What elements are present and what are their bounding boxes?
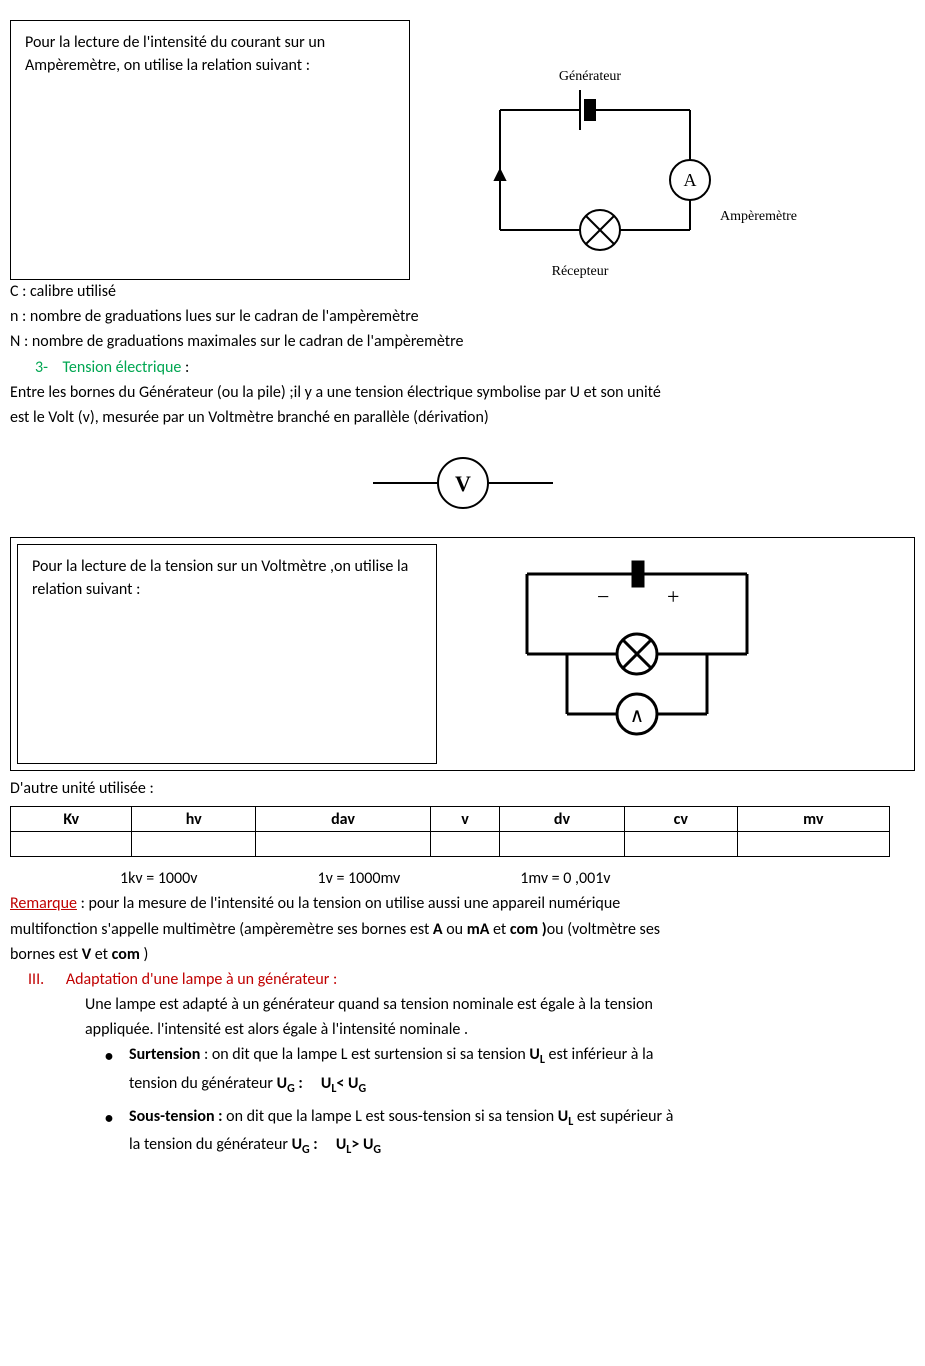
- sous-tension-term: Sous-tension :: [129, 1107, 223, 1126]
- voltmeter-circuit-diagram: − + ∧: [467, 544, 827, 764]
- units-empty-row: [11, 832, 890, 857]
- conversion-2: 1v = 1000mv: [317, 869, 400, 888]
- bold-mA: mA: [467, 920, 490, 939]
- ammeter-letter: A: [684, 170, 697, 190]
- voltmeter-symbol-diagram: V: [363, 443, 563, 523]
- units-header-row: Kv hv dav v dv cv mv: [11, 807, 890, 832]
- conversion-3: 1mv = 0 ,001v: [520, 869, 610, 888]
- heading-colon: :: [185, 358, 189, 377]
- intensity-reading-box: Pour la lecture de l'intensité du couran…: [10, 20, 410, 280]
- tension-para-line2: est le Volt (v), mesurée par un Voltmètr…: [10, 406, 915, 429]
- generator-label: Générateur: [559, 69, 622, 84]
- bold-A: A: [433, 920, 443, 939]
- voltmeter-letter: V: [455, 471, 471, 496]
- bullet-surtension: • Surtension : on dit que la lampe L est…: [105, 1043, 915, 1100]
- definition-c: C : calibre utilisé: [10, 280, 915, 303]
- remarque-line2: multifonction s'appelle multimètre (ampè…: [10, 918, 915, 941]
- remarque-label: Remarque: [10, 894, 77, 913]
- bold-V: V: [82, 945, 91, 964]
- intensity-reading-text: Pour la lecture de l'intensité du couran…: [25, 31, 395, 77]
- voltage-row: Pour la lecture de la tension sur un Vol…: [10, 537, 915, 771]
- remarque-body1: pour la mesure de l'intensité ou la tens…: [88, 894, 620, 913]
- document-page: Pour la lecture de l'intensité du couran…: [0, 0, 925, 1206]
- unit-mv: mv: [737, 807, 889, 832]
- bullet-dot-icon: •: [105, 1105, 129, 1130]
- tension-para-line1: Entre les bornes du Générateur (ou la pi…: [10, 381, 915, 404]
- conversion-1: 1kv = 1000v: [120, 869, 197, 888]
- bullet-dot-icon: •: [105, 1043, 129, 1068]
- bullet-sous-tension: • Sous-tension : on dit que la lampe L e…: [105, 1105, 915, 1162]
- voltmeter-glyph: ∧: [630, 705, 645, 727]
- surtension-term: Surtension: [129, 1045, 200, 1064]
- voltage-reading-box: Pour la lecture de la tension sur un Vol…: [17, 544, 437, 764]
- unit-hv: hv: [132, 807, 256, 832]
- ammeter-label: Ampèremètre: [720, 209, 797, 224]
- remarque-colon: :: [77, 894, 89, 913]
- unit-cv: cv: [624, 807, 737, 832]
- svg-text:+: +: [667, 584, 679, 609]
- section-iii-title: Adaptation d'une lampe à un générateur :: [66, 970, 337, 989]
- remarque-line3: bornes est V et com ): [10, 943, 915, 966]
- heading-number: 3-: [35, 358, 48, 377]
- unit-kv: Kv: [11, 807, 132, 832]
- remarque-line1: Remarque : pour la mesure de l'intensité…: [10, 892, 915, 915]
- section-iii-heading: III. Adaptation d'une lampe à un générat…: [28, 968, 915, 991]
- definition-n: n : nombre de graduations lues sur le ca…: [10, 305, 915, 328]
- definition-N: N : nombre de graduations maximales sur …: [10, 330, 915, 353]
- bold-com1: com ): [510, 920, 547, 939]
- conversion-row: 1kv = 1000v 1v = 1000mv 1mv = 0 ,001v: [120, 869, 915, 888]
- heading-title: Tension électrique: [63, 358, 182, 377]
- ammeter-circuit-diagram: Générateur A Ampèremètre Récepteur: [440, 20, 810, 280]
- bold-com2: com: [112, 945, 140, 964]
- other-units-label: D'autre unité utilisée :: [10, 777, 915, 800]
- unit-dav: dav: [256, 807, 431, 832]
- unit-dv: dv: [500, 807, 625, 832]
- adaptation-p2: appliquée. l'intensité est alors égale à…: [85, 1018, 915, 1041]
- roman-iii: III.: [28, 970, 44, 989]
- intensity-row: Pour la lecture de l'intensité du couran…: [10, 20, 915, 280]
- heading-tension: 3- Tension électrique :: [35, 356, 915, 379]
- units-table: Kv hv dav v dv cv mv: [10, 806, 890, 857]
- receiver-label: Récepteur: [552, 264, 609, 279]
- adaptation-p1: Une lampe est adapté à un générateur qua…: [85, 993, 915, 1016]
- svg-text:−: −: [597, 584, 609, 609]
- voltage-reading-text: Pour la lecture de la tension sur un Vol…: [32, 555, 422, 601]
- unit-v: v: [431, 807, 500, 832]
